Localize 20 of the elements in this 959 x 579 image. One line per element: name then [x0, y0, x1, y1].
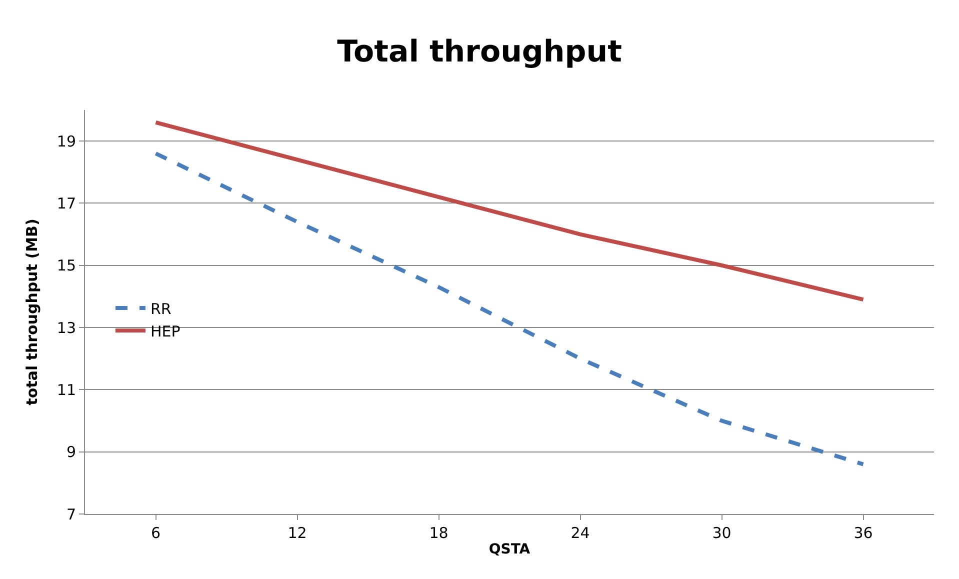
legend-label: RR [150, 300, 172, 318]
y-tick-label: 15 [56, 256, 76, 275]
chart-title: Total throughput [337, 34, 622, 70]
x-tick-label: 30 [712, 524, 732, 542]
legend-label: HEP [150, 322, 180, 340]
y-tick-label: 11 [56, 380, 76, 399]
x-tick-label: 24 [570, 524, 590, 542]
line-series [154, 120, 866, 302]
x-tick-label: 12 [288, 524, 307, 542]
y-tick-label: 19 [56, 132, 76, 150]
y-axis-title: total throughput (MB) [23, 218, 42, 406]
y-tick-label: 17 [56, 194, 76, 212]
y-tick-label: 7 [66, 505, 76, 524]
x-tick-label: 36 [854, 524, 873, 542]
x-axis-title: QSTA [488, 541, 530, 558]
x-tick-label: 6 [150, 524, 161, 542]
y-tick-label: 13 [56, 318, 76, 337]
x-tick-label: 18 [429, 524, 448, 542]
y-tick-label: 9 [66, 443, 76, 462]
line-series [154, 152, 866, 466]
